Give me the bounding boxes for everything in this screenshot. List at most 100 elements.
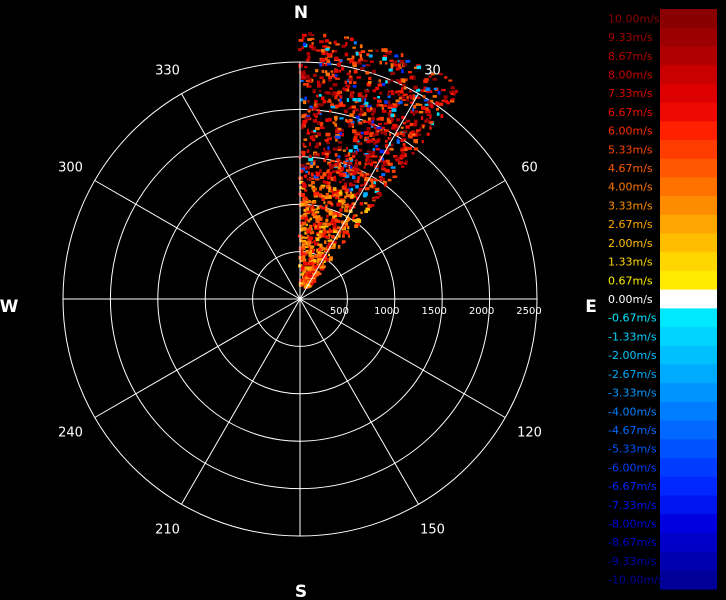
scan-cell	[325, 63, 328, 67]
azimuth-spoke	[94, 180, 301, 300]
colorbar-swatch	[660, 9, 717, 29]
scan-cell	[331, 93, 336, 97]
scan-cell	[302, 226, 307, 231]
scan-cell	[323, 234, 327, 238]
scan-cell	[351, 155, 356, 158]
scan-cell	[360, 50, 366, 53]
scan-cell	[364, 209, 368, 214]
scan-cell	[302, 186, 306, 190]
scan-cell	[383, 48, 388, 52]
scan-cell	[346, 98, 349, 102]
scan-cell	[346, 217, 351, 222]
scan-cell	[377, 96, 380, 99]
scan-cell	[300, 167, 305, 171]
scan-cell	[309, 105, 313, 110]
scan-cell	[376, 169, 379, 172]
scan-cell	[427, 119, 431, 122]
colorbar-swatch	[660, 570, 717, 590]
scan-cell	[298, 39, 304, 42]
scan-cell	[349, 95, 354, 98]
scan-cell	[303, 166, 308, 170]
scan-cell	[375, 49, 379, 52]
scan-cell	[357, 140, 360, 143]
scan-cell	[333, 40, 337, 44]
scan-cell	[424, 119, 428, 123]
scan-cell	[304, 280, 308, 283]
scan-cell	[384, 50, 389, 54]
scan-cell	[323, 201, 326, 204]
azimuth-spoke	[181, 93, 301, 300]
scan-cell	[304, 245, 310, 249]
scan-cell	[300, 284, 303, 287]
angle-labels: 30 60 120 150 210 240 300 330	[58, 64, 542, 538]
scan-cell	[408, 71, 412, 74]
scan-cell	[354, 193, 357, 197]
west-label: W	[0, 297, 19, 317]
scan-cell	[340, 172, 346, 175]
scan-cell	[328, 253, 330, 257]
scan-cell	[322, 79, 326, 84]
scan-cell	[307, 100, 310, 103]
scan-cell	[324, 240, 327, 245]
scan-cell	[393, 64, 399, 67]
scan-cell	[441, 88, 446, 92]
scan-cell	[364, 187, 370, 191]
scan-cell	[364, 139, 367, 142]
scan-cell	[326, 59, 330, 64]
scan-cell	[348, 70, 351, 74]
scan-cell	[371, 198, 377, 201]
scan-cell	[413, 104, 417, 109]
scan-cell	[305, 170, 308, 173]
colorbar-swatch	[660, 233, 717, 253]
scan-cell	[412, 96, 416, 101]
colorbar-swatch	[660, 289, 717, 309]
scan-cell	[302, 280, 306, 284]
scan-cell	[333, 222, 337, 225]
scan-cell	[353, 145, 358, 149]
scan-cell	[429, 115, 432, 118]
scan-cell	[316, 259, 320, 263]
scan-cell	[399, 59, 405, 63]
scan-cell	[351, 105, 356, 109]
scan-cell	[374, 196, 380, 199]
velocity-colorbar: 10.00m/s 9.33m/s 8.67m/s 8.00m/s 7.33m/s 6.67…	[608, 9, 717, 590]
scan-cell	[325, 155, 329, 158]
scan-cell	[384, 100, 389, 104]
scan-cell	[317, 111, 322, 115]
scan-cell	[443, 95, 448, 99]
scan-cell	[369, 133, 373, 137]
scan-cell	[346, 203, 349, 207]
scan-cell	[309, 77, 312, 82]
scan-cell	[303, 138, 308, 141]
scan-cell	[338, 231, 341, 235]
scan-cell	[314, 153, 317, 158]
scan-cell	[324, 204, 328, 208]
scan-cell	[310, 255, 314, 260]
scan-cell	[303, 83, 308, 86]
scan-cell	[402, 143, 406, 147]
scan-cell	[352, 85, 357, 88]
scan-cell	[366, 53, 370, 57]
scan-cell	[384, 150, 389, 154]
scan-cell	[339, 181, 342, 184]
colorbar-swatch	[660, 214, 717, 235]
scan-cell	[302, 246, 306, 250]
scan-cell	[309, 275, 315, 278]
scan-cell	[325, 224, 329, 228]
scan-cell	[315, 171, 320, 174]
scan-cell	[340, 199, 346, 204]
scan-cell	[328, 98, 331, 103]
scan-cell	[344, 174, 350, 178]
scan-cell	[326, 185, 329, 189]
scan-cell	[300, 216, 304, 220]
scan-cell	[378, 175, 383, 178]
scan-cell	[312, 263, 315, 267]
scan-cell	[332, 215, 336, 219]
colorbar-swatch	[660, 532, 717, 553]
scan-cell	[408, 135, 413, 139]
scan-cell	[309, 236, 314, 240]
scan-cell	[400, 147, 405, 150]
scan-cell	[342, 178, 345, 181]
scan-cell	[368, 49, 373, 52]
azimuth-spoke	[299, 93, 419, 300]
